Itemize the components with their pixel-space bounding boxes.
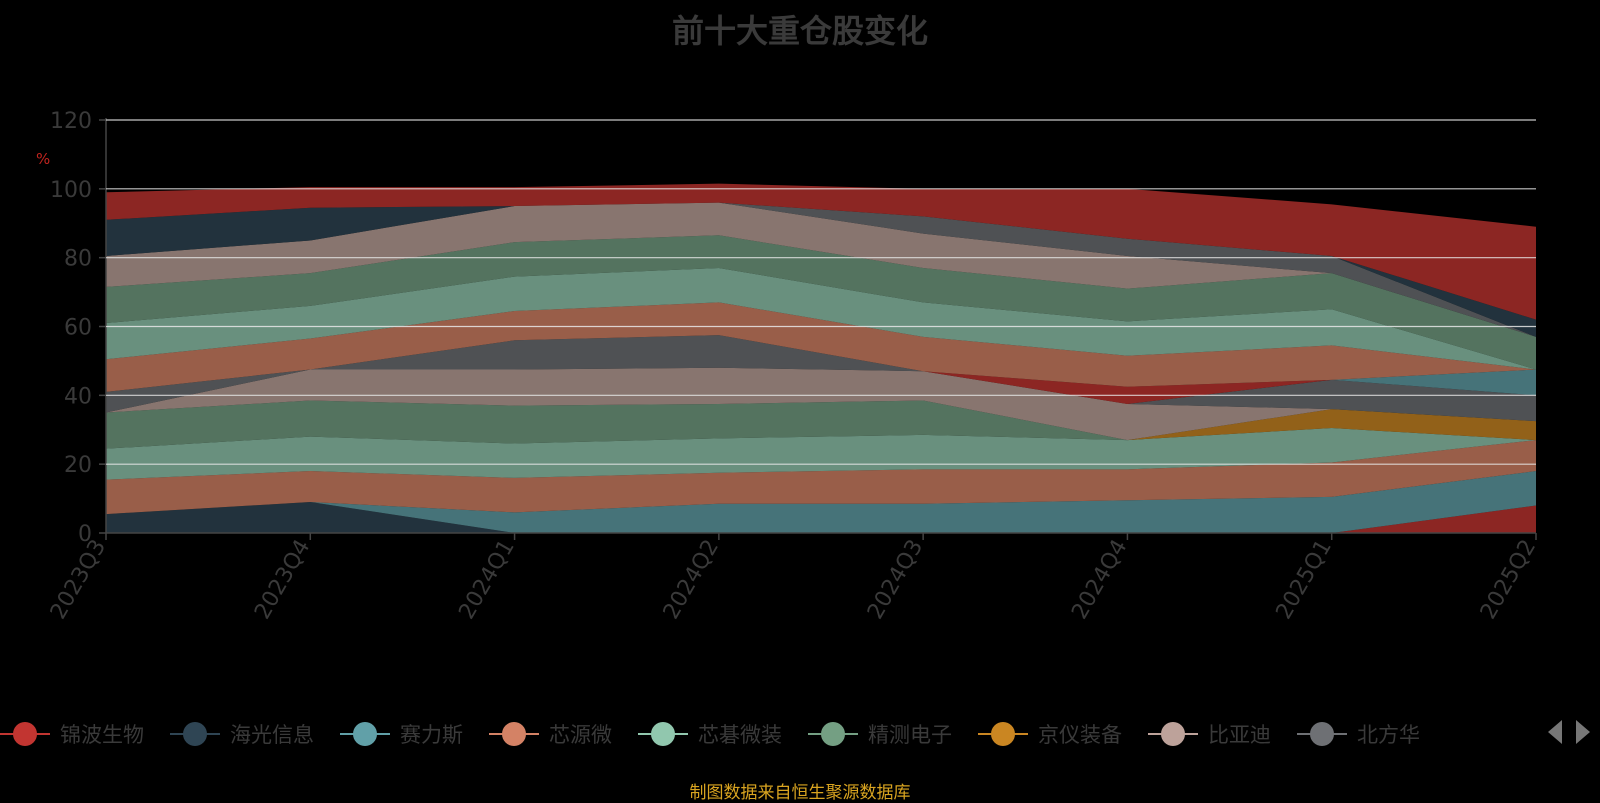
x-tick-label: 2024Q2: [659, 536, 724, 624]
legend-next-icon[interactable]: [1576, 720, 1590, 744]
legend-item[interactable]: 京仪装备: [978, 719, 1122, 749]
x-tick-label: 2025Q1: [1272, 536, 1337, 624]
legend-label: 北方华: [1357, 723, 1420, 747]
legend-marker-icon: [638, 721, 688, 747]
area-series-5: [106, 400, 1536, 449]
area-series-15: [106, 202, 1536, 337]
legend-label: 赛力斯: [400, 723, 463, 747]
legend-marker-icon: [1297, 721, 1347, 747]
area-series-1: [106, 502, 1536, 533]
legend-marker-icon: [340, 721, 390, 747]
legend-item[interactable]: 海光信息: [170, 719, 314, 749]
area-series-18: [106, 183, 1536, 320]
area-series-14: [106, 235, 1536, 370]
grid-lines: [106, 119, 1536, 465]
legend-item[interactable]: 北方华: [1297, 719, 1420, 749]
legend-item[interactable]: 芯源微: [489, 719, 612, 749]
x-tick-label: 2024Q1: [454, 536, 519, 624]
legend-item[interactable]: 精测电子: [808, 719, 952, 749]
y-tick-label: 0: [78, 522, 92, 547]
source-note: 制图数据来自恒生聚源数据库: [689, 783, 911, 803]
legend-pager: [1534, 720, 1590, 744]
legend-marker-icon: [489, 721, 539, 747]
area-series-13: [106, 267, 1536, 370]
x-tick-label: 2024Q3: [863, 536, 928, 624]
area-series-3: [106, 440, 1536, 515]
legend-marker-icon: [1148, 721, 1198, 747]
y-axis-unit: %: [36, 150, 51, 168]
area-series-8: [106, 335, 1536, 422]
area-series-4: [106, 428, 1536, 480]
y-tick-label: 60: [64, 316, 92, 341]
area-series-2: [106, 471, 1536, 533]
legend-label: 芯碁微装: [698, 723, 782, 747]
legend-marker-icon: [170, 721, 220, 747]
area-series-9: [106, 335, 1536, 404]
area-series-0: [106, 505, 1536, 533]
y-tick-label: 120: [50, 109, 92, 134]
area-series-12: [106, 302, 1536, 392]
x-tick-label: 2023Q3: [46, 536, 111, 624]
legend-label: 锦波生物: [60, 723, 144, 747]
y-tick-label: 40: [64, 384, 92, 409]
x-tick-label: 2023Q4: [250, 536, 315, 624]
legend-marker-icon: [978, 721, 1028, 747]
legend: 锦波生物 海光信息 赛力斯 芯源微 芯碁微装 精测电子 京仪装备 比亚迪 北方华: [0, 716, 1446, 752]
legend-label: 精测电子: [868, 723, 952, 747]
legend-label: 京仪装备: [1038, 723, 1122, 747]
legend-label: 芯源微: [549, 723, 612, 747]
x-tick-label: 2025Q2: [1476, 536, 1541, 624]
y-tick-label: 20: [64, 453, 92, 478]
legend-item[interactable]: 比亚迪: [1148, 719, 1271, 749]
chart-title: 前十大重仓股变化: [671, 12, 928, 50]
legend-marker-icon: [808, 721, 858, 747]
area-series-7: [106, 367, 1536, 441]
y-tick-label: 80: [64, 247, 92, 272]
area-series-17: [106, 202, 1536, 337]
legend-label: 海光信息: [230, 723, 314, 747]
legend-item[interactable]: 芯碁微装: [638, 719, 782, 749]
legend-item[interactable]: 赛力斯: [340, 719, 463, 749]
legend-marker-icon: [0, 721, 50, 747]
legend-prev-icon[interactable]: [1548, 720, 1562, 744]
area-series: [106, 183, 1536, 533]
y-tick-label: 100: [50, 178, 92, 203]
x-tick-label: 2024Q4: [1067, 536, 1132, 624]
legend-label: 比亚迪: [1208, 723, 1271, 747]
legend-item[interactable]: 锦波生物: [0, 719, 144, 749]
